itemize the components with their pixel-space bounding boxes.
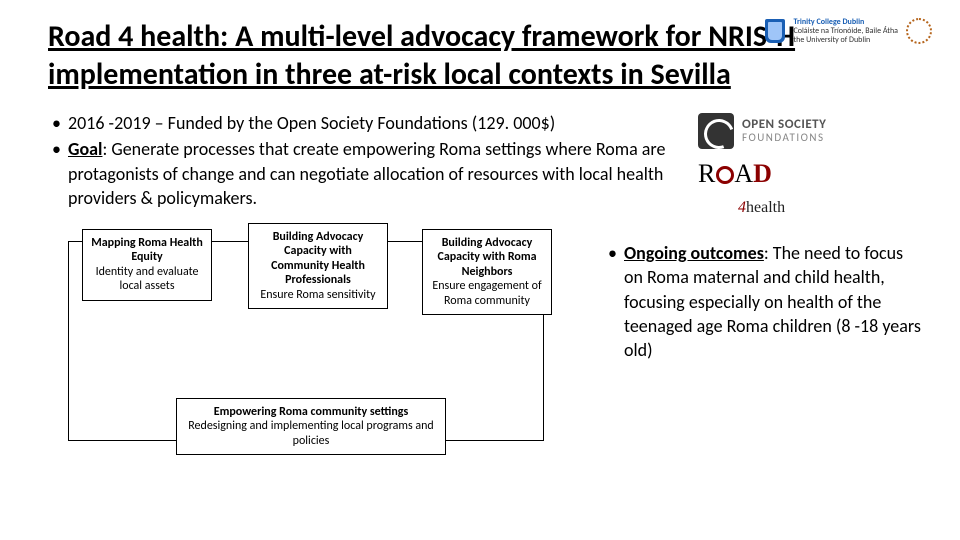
outcomes-list: Ongoing outcomes: The need to focus on R…	[604, 241, 924, 362]
r4h-four: 4	[738, 199, 746, 216]
outcomes-label: Ongoing outcomes	[624, 242, 764, 264]
osf-line2: FOUNDATIONS	[742, 132, 826, 144]
outcomes-bullet: Ongoing outcomes: The need to focus on R…	[604, 241, 924, 362]
box4-sub: Redesigning and implementing local progr…	[188, 419, 434, 447]
osf-logo: OPEN SOCIETY FOUNDATIONS	[698, 113, 898, 149]
box3-title: Building Advocacy Capacity with Roma Nei…	[431, 236, 543, 279]
r4h-ring-icon	[716, 166, 734, 184]
osf-swirl-icon	[698, 113, 734, 149]
diagram-box-empowering: Empowering Roma community settings Redes…	[176, 398, 446, 455]
road4health-logo: RAD 4health	[698, 159, 898, 219]
box3-sub: Ensure engagement of Roma community	[432, 279, 541, 307]
bullet-funding: 2016 -2019 – Funded by the Open Society …	[48, 111, 668, 135]
header-logos: Trinity College Dublin Coláiste na Tríon…	[765, 18, 932, 44]
bullet-goal: Goal: Generate processes that create emp…	[48, 137, 668, 210]
r4h-health: health	[746, 199, 785, 216]
tcd-text-block: Trinity College Dublin Coláiste na Tríon…	[793, 18, 898, 44]
university-seal-icon	[906, 18, 932, 44]
box4-title: Empowering Roma community settings	[185, 405, 437, 419]
r4h-a: A	[734, 159, 753, 188]
tcd-crest-icon	[765, 19, 785, 43]
box1-title: Mapping Roma Health Equity	[91, 236, 203, 265]
slide-title: Road 4 health: A multi-level advocacy fr…	[48, 18, 888, 93]
box1-sub: Identity and evaluate local assets	[96, 265, 199, 293]
side-logo-column: OPEN SOCIETY FOUNDATIONS RAD 4health	[698, 113, 898, 219]
r4h-r: R	[698, 159, 716, 188]
diagram-box-neighbors: Building Advocacy Capacity with Roma Nei…	[422, 229, 552, 315]
box2-sub: Ensure Roma sensitivity	[260, 288, 375, 302]
top-bullet-list: 2016 -2019 – Funded by the Open Society …	[48, 111, 668, 212]
diagram-box-professionals: Building Advocacy Capacity with Communit…	[248, 223, 388, 309]
framework-diagram: Mapping Roma Health Equity Identity and …	[68, 241, 544, 441]
tcd-line3: the University of Dublin	[793, 36, 898, 45]
r4h-d: D	[753, 159, 772, 188]
bullet-goal-text: : Generate processes that create empower…	[68, 138, 665, 209]
box2-title: Building Advocacy Capacity with Communit…	[257, 230, 379, 288]
diagram-box-mapping: Mapping Roma Health Equity Identity and …	[82, 229, 212, 301]
osf-line1: OPEN SOCIETY	[742, 118, 826, 132]
bullet-goal-label: Goal	[68, 138, 102, 160]
